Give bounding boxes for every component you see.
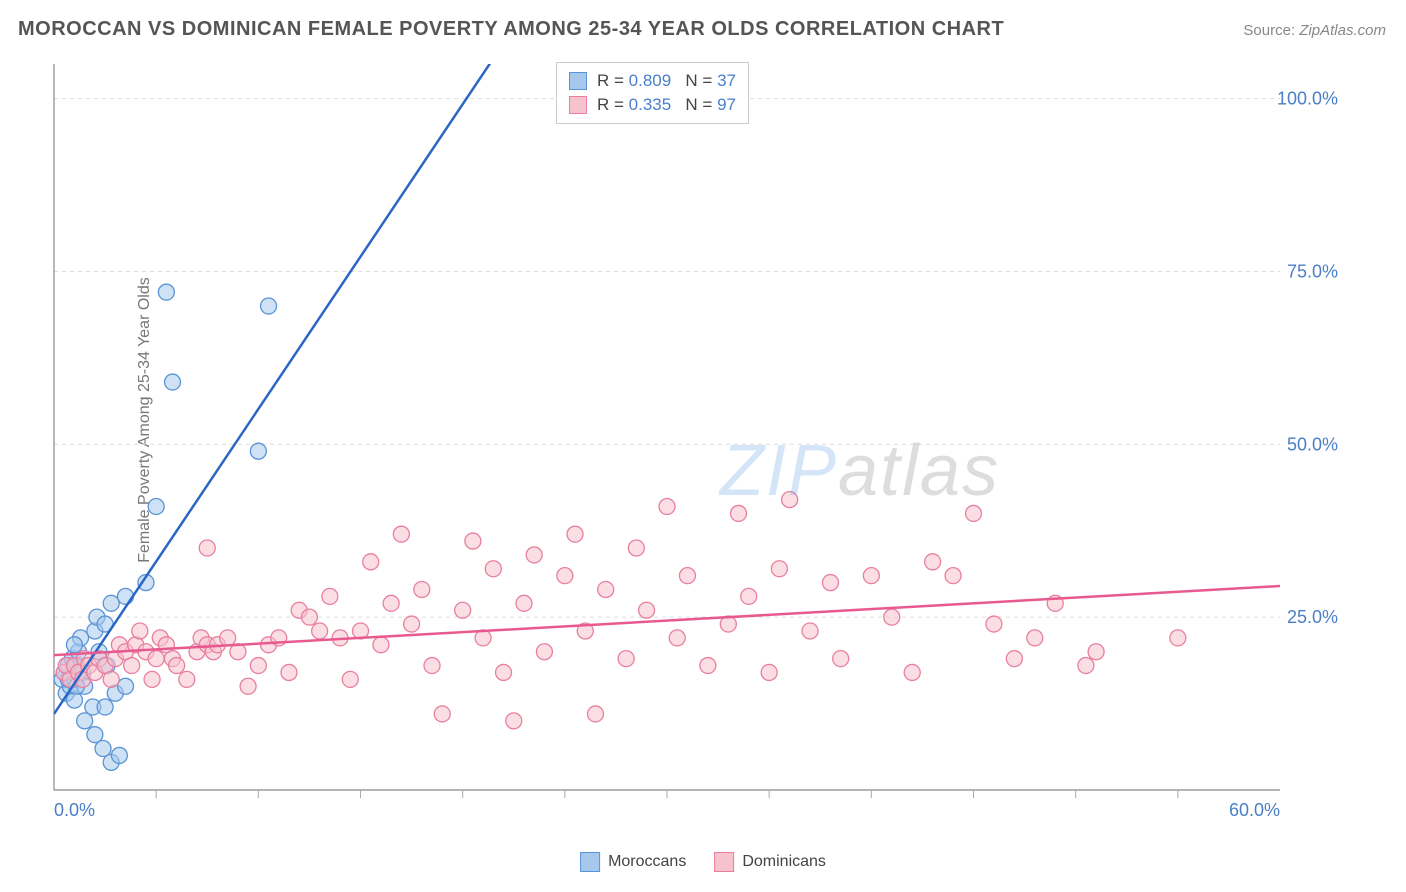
source-label: Source: <box>1243 22 1295 39</box>
source-credit: Source: ZipAtlas.com <box>1243 22 1386 39</box>
svg-text:25.0%: 25.0% <box>1287 607 1338 627</box>
legend-label: Moroccans <box>608 853 686 870</box>
svg-text:0.0%: 0.0% <box>54 800 95 820</box>
legend-label: Dominicans <box>742 853 826 870</box>
correlation-stats-box: R = 0.809 N = 37 R = 0.335 N = 97 <box>556 62 749 124</box>
legend-item: Dominicans <box>714 852 826 872</box>
series-swatch-icon <box>569 96 587 114</box>
svg-text:50.0%: 50.0% <box>1287 434 1338 454</box>
stats-row: R = 0.809 N = 37 <box>569 69 736 93</box>
legend-swatch-icon <box>714 852 734 872</box>
legend-swatch-icon <box>580 852 600 872</box>
chart-title: MOROCCAN VS DOMINICAN FEMALE POVERTY AMO… <box>18 18 1004 41</box>
svg-text:75.0%: 75.0% <box>1287 261 1338 281</box>
stats-row: R = 0.335 N = 97 <box>569 93 736 117</box>
chart-plot-area: 25.0% 50.0% 75.0% 100.0% 0.0% 60.0% <box>50 60 1370 830</box>
source-link[interactable]: ZipAtlas.com <box>1299 22 1386 39</box>
legend: Moroccans Dominicans <box>580 852 826 872</box>
scatter-chart-svg: 25.0% 50.0% 75.0% 100.0% 0.0% 60.0% <box>50 60 1370 830</box>
legend-item: Moroccans <box>580 852 686 872</box>
series-swatch-icon <box>569 72 587 90</box>
svg-text:100.0%: 100.0% <box>1277 89 1338 109</box>
svg-text:60.0%: 60.0% <box>1229 800 1280 820</box>
